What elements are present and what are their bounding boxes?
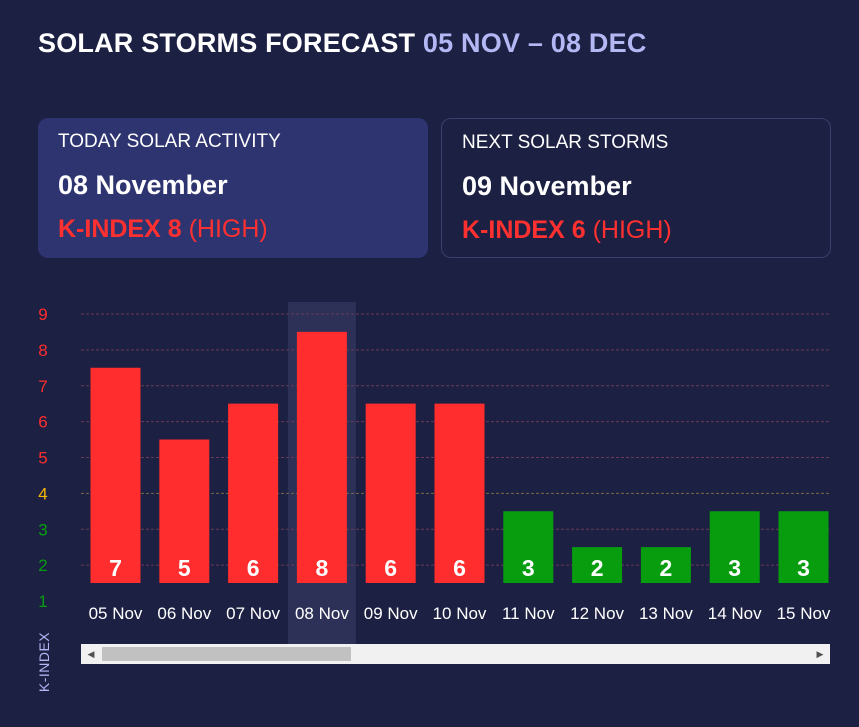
bar	[640, 547, 691, 583]
scrollbar-thumb[interactable]	[102, 647, 351, 661]
scroll-right-icon[interactable]: ▶	[816, 649, 824, 659]
bar	[572, 547, 623, 583]
next-date: 09 November	[462, 171, 632, 201]
x-tick-label: 12 Nov	[570, 604, 624, 623]
today-activity-card: TODAY SOLAR ACTIVITY 08 November K-INDEX…	[38, 118, 428, 258]
y-tick-label: 9	[38, 305, 47, 324]
y-tick-label: 2	[38, 556, 47, 575]
bar	[159, 439, 210, 583]
x-tick-label: 07 Nov	[226, 604, 280, 623]
today-kindex-level: (HIGH)	[188, 215, 268, 243]
y-tick-label: 8	[38, 341, 47, 360]
y-tick-label: 3	[38, 520, 47, 539]
bar-value-label: 8	[316, 555, 329, 581]
next-kindex-level: (HIGH)	[592, 216, 672, 244]
x-tick-label: 11 Nov	[502, 604, 555, 623]
bar	[296, 331, 347, 583]
bar	[434, 403, 485, 583]
x-tick-label: 10 Nov	[433, 604, 487, 623]
next-kindex-value: K-INDEX 6	[462, 216, 586, 244]
x-tick-label: 06 Nov	[157, 604, 211, 623]
page-title: SOLAR STORMS FORECAST 05 NOV – 08 DEC	[38, 28, 647, 59]
y-tick-label: 1	[38, 592, 47, 611]
bar	[709, 511, 760, 583]
today-kindex: K-INDEX 8 (HIGH)	[58, 214, 408, 244]
scroll-left-icon[interactable]: ◀	[87, 649, 95, 659]
bar-value-label: 6	[453, 555, 466, 581]
bar-value-label: 7	[109, 555, 122, 581]
bar	[365, 403, 416, 583]
x-tick-label: 13 Nov	[639, 604, 693, 623]
x-tick-label: 14 Nov	[708, 604, 762, 623]
bar-value-label: 6	[247, 555, 260, 581]
date-range: 05 NOV – 08 DEC	[422, 28, 647, 58]
bar-value-label: 2	[591, 555, 604, 581]
today-kindex-value: K-INDEX 8	[58, 215, 182, 243]
chart-scrollbar[interactable]: ◀ ▶	[81, 644, 830, 664]
next-kindex: K-INDEX 6 (HIGH)	[462, 215, 810, 245]
bar-value-label: 6	[384, 555, 397, 581]
bar-value-label: 5	[178, 555, 191, 581]
today-date: 08 November	[58, 170, 228, 200]
y-tick-label: 7	[38, 377, 47, 396]
bar	[778, 511, 829, 583]
today-heading: TODAY SOLAR ACTIVITY	[58, 131, 281, 152]
bar	[90, 367, 141, 583]
next-heading: NEXT SOLAR STORMS	[462, 132, 669, 153]
bar-value-label: 2	[660, 555, 673, 581]
bar-value-label: 3	[728, 555, 741, 581]
bar	[228, 403, 279, 583]
y-tick-label: 4	[38, 484, 47, 503]
bar-value-label: 3	[522, 555, 535, 581]
y-axis-label: K-INDEX	[36, 632, 52, 692]
x-tick-label: 09 Nov	[364, 604, 418, 623]
y-tick-label: 6	[38, 413, 47, 432]
title-text: SOLAR STORMS FORECAST	[38, 28, 416, 58]
x-tick-label: 05 Nov	[89, 604, 143, 623]
next-storm-card: NEXT SOLAR STORMS 09 November K-INDEX 6 …	[441, 118, 831, 258]
bar	[503, 511, 554, 583]
x-tick-label: 08 Nov	[295, 604, 349, 623]
x-tick-label: 15 Nov	[777, 604, 831, 623]
y-tick-label: 5	[38, 449, 47, 468]
bar-value-label: 3	[797, 555, 810, 581]
